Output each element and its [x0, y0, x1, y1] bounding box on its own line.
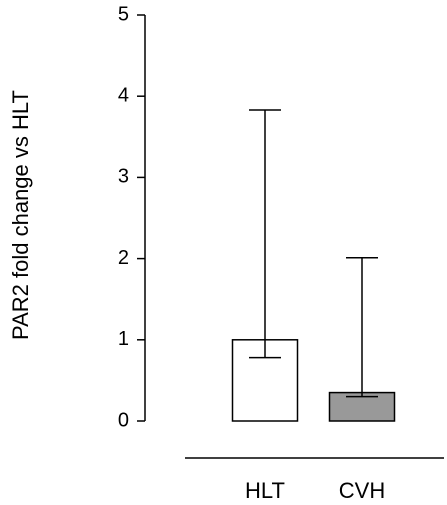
- y-tick-label: 1: [118, 328, 129, 350]
- x-tick-label: HLT: [245, 478, 285, 503]
- y-tick-label: 0: [118, 409, 129, 431]
- x-tick-label: CVH: [339, 478, 385, 503]
- y-axis-title: PAR2 fold change vs HLT: [8, 90, 33, 340]
- y-tick-label: 3: [118, 166, 129, 188]
- error-bar-upper: [249, 109, 281, 340]
- error-bar-upper: [346, 257, 378, 393]
- y-tick-label: 5: [118, 3, 129, 25]
- error-bar-lower: [249, 339, 281, 359]
- y-tick-label: 4: [118, 84, 129, 106]
- y-tick-label: 2: [118, 247, 129, 269]
- error-bar-lower: [346, 392, 378, 398]
